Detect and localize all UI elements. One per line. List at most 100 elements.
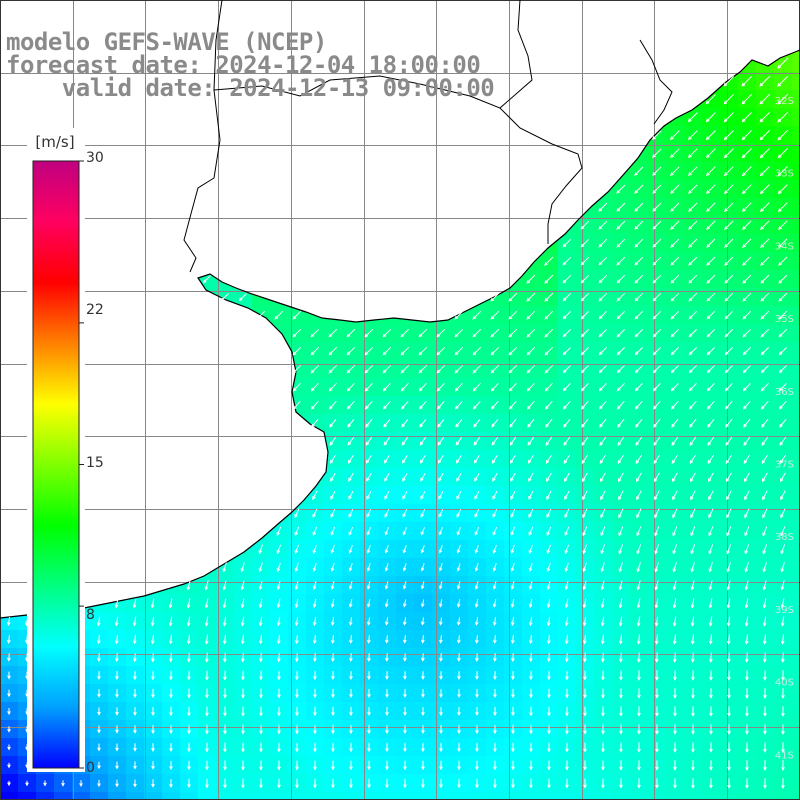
wind-arrow	[328, 364, 338, 374]
wind-arrow	[634, 220, 644, 230]
wind-arrow	[759, 184, 770, 195]
wind-cell	[792, 756, 800, 775]
wind-cell	[792, 648, 800, 667]
wind-arrow	[545, 436, 553, 446]
land-area	[0, 0, 800, 618]
wind-arrow	[420, 581, 425, 590]
wind-arrow	[491, 436, 499, 446]
wind-cell	[630, 792, 649, 800]
wind-arrow	[473, 418, 481, 428]
wind-arrow	[384, 599, 389, 608]
wind-arrow	[670, 274, 680, 284]
wind-arrow	[150, 634, 155, 645]
wind-arrow	[616, 311, 625, 320]
wind-arrow	[328, 346, 338, 356]
wind-arrow	[401, 418, 409, 428]
wind-arrow	[436, 346, 446, 356]
wind-arrow	[670, 400, 679, 410]
wind-arrow	[672, 616, 677, 627]
wind-arrow	[436, 364, 446, 374]
wind-arrow	[778, 292, 788, 302]
wind-arrow	[492, 599, 497, 608]
wind-arrow	[652, 184, 662, 194]
wind-arrow	[366, 635, 371, 644]
wind-arrow	[670, 383, 679, 392]
wind-arrow	[636, 544, 642, 555]
wind-arrow	[600, 508, 606, 519]
wind-arrow	[617, 454, 625, 464]
wind-arrow	[724, 329, 733, 338]
wind-arrow	[293, 400, 301, 410]
wind-arrow	[760, 238, 770, 248]
wind-arrow	[690, 616, 695, 627]
wind-arrow	[688, 292, 698, 302]
wind-arrow	[526, 328, 536, 338]
wind-arrow	[562, 329, 571, 338]
wind-arrow	[312, 508, 318, 518]
wind-arrow	[688, 202, 698, 212]
wind-arrow	[330, 490, 336, 500]
wind-arrow	[706, 184, 716, 194]
wind-arrow	[151, 652, 155, 663]
wind-arrow	[724, 202, 734, 212]
wind-arrow	[347, 454, 354, 464]
wind-arrow	[778, 383, 787, 392]
wind-arrow	[706, 383, 715, 392]
wind-arrow	[779, 454, 787, 464]
wind-arrow	[456, 527, 461, 536]
wind-arrow	[366, 472, 372, 482]
border-line	[639, 39, 673, 125]
wind-arrow	[744, 508, 750, 519]
latitude-label: 41S	[775, 750, 794, 761]
wind-arrow	[617, 418, 625, 428]
wind-arrow	[310, 364, 320, 374]
wind-arrow	[689, 418, 697, 428]
wind-arrow	[616, 202, 626, 212]
wind-arrow	[456, 581, 461, 590]
wind-arrow	[690, 562, 695, 573]
wind-arrow	[634, 202, 644, 212]
wind-arrow	[654, 580, 659, 591]
wind-arrow	[403, 635, 407, 644]
wind-arrow	[726, 598, 731, 609]
wind-cell	[522, 792, 541, 800]
wind-arrow	[456, 599, 461, 608]
wind-arrow	[616, 256, 626, 266]
wind-arrow	[688, 274, 698, 284]
wind-arrow	[742, 220, 752, 230]
wind-arrow	[618, 490, 624, 501]
wind-arrow	[654, 526, 660, 537]
wind-cell	[792, 450, 800, 469]
wind-arrow	[240, 580, 245, 591]
wind-arrow	[510, 472, 516, 482]
wind-arrow	[115, 652, 119, 663]
wind-arrow	[672, 508, 678, 519]
wind-arrow	[726, 544, 732, 555]
wind-arrow	[652, 383, 661, 392]
wind-arrow	[724, 274, 734, 284]
wind-arrow	[582, 544, 587, 555]
wind-arrow	[780, 634, 785, 645]
wind-arrow	[418, 382, 427, 392]
wind-arrow	[600, 616, 605, 627]
wind-arrow	[760, 274, 770, 284]
wind-arrow	[634, 274, 644, 284]
wind-arrow	[472, 364, 482, 374]
wind-arrow	[292, 310, 302, 320]
wind-arrow	[670, 347, 679, 356]
wind-arrow	[600, 580, 605, 591]
wind-arrow	[690, 598, 695, 609]
wind-arrow	[636, 580, 641, 591]
wind-arrow	[706, 238, 716, 248]
wind-arrow	[204, 634, 209, 645]
wind-arrow	[634, 166, 644, 176]
wind-arrow	[689, 472, 696, 483]
wind-arrow	[580, 400, 589, 410]
wind-arrow	[761, 454, 769, 464]
wind-arrow	[544, 364, 554, 374]
wind-arrow	[688, 310, 698, 320]
wind-arrow	[364, 328, 374, 338]
wind-arrow	[582, 616, 587, 627]
wind-arrow	[564, 580, 569, 591]
wind-cell	[792, 360, 800, 379]
